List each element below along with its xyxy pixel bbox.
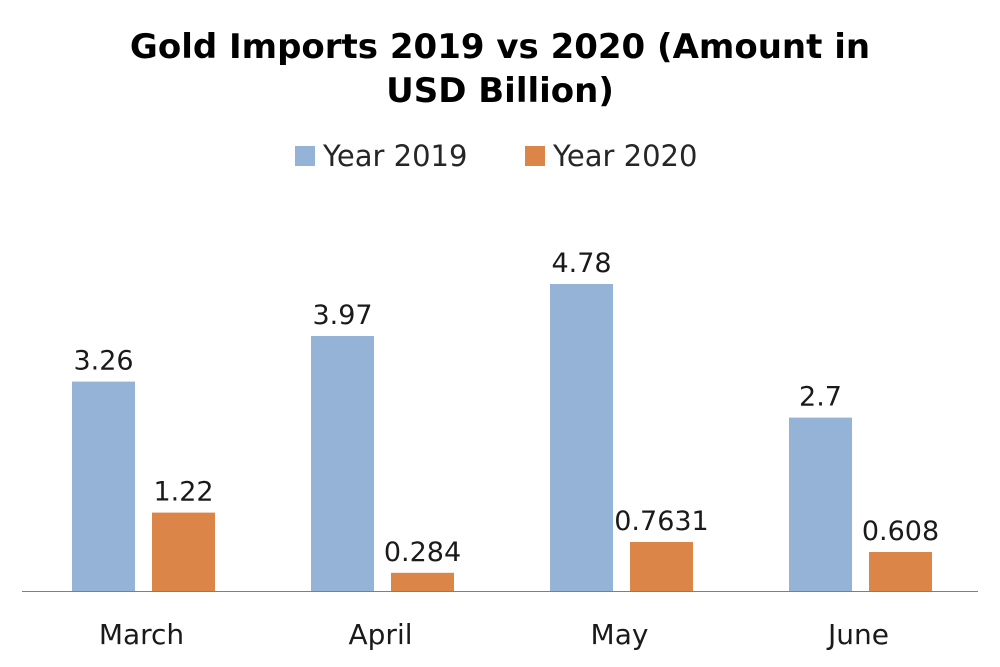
bar-year-2020-march [152, 512, 215, 591]
data-label-year-2020-april: 0.284 [384, 537, 461, 568]
bar-year-2019-may [550, 284, 613, 591]
chart-title-line-2: USD Billion) [386, 71, 614, 111]
category-label-march: March [99, 618, 184, 651]
data-label-year-2020-may: 0.7631 [614, 506, 708, 537]
plot-area: 3.26 1.22 March 3.97 0.284 April 4.78 0.7631 May… [22, 248, 978, 651]
data-label-year-2020-june: 0.608 [862, 516, 939, 547]
legend-label-year-2020: Year 2020 [552, 139, 697, 173]
bar-year-2020-april [391, 572, 454, 591]
data-label-year-2019-june: 2.7 [799, 382, 842, 413]
legend: Year 2019 Year 2020 [295, 139, 697, 173]
legend-label-year-2019: Year 2019 [322, 139, 467, 173]
chart-title-line-1: Gold Imports 2019 vs 2020 (Amount in [130, 27, 870, 67]
legend-swatch-year-2020 [525, 146, 545, 166]
bar-year-2019-june [789, 417, 852, 591]
data-label-year-2020-march: 1.22 [153, 477, 213, 508]
category-label-june: June [826, 618, 889, 651]
bar-year-2019-march [72, 381, 135, 591]
data-label-year-2019-may: 4.78 [551, 248, 611, 279]
bar-year-2019-april [311, 336, 374, 591]
category-label-may: May [591, 618, 649, 651]
bar-year-2020-june [869, 552, 932, 591]
bar-year-2020-may [630, 542, 693, 591]
category-label-april: April [349, 618, 413, 651]
legend-swatch-year-2019 [295, 146, 315, 166]
data-label-year-2019-april: 3.97 [312, 300, 372, 331]
data-label-year-2019-march: 3.26 [73, 346, 133, 377]
